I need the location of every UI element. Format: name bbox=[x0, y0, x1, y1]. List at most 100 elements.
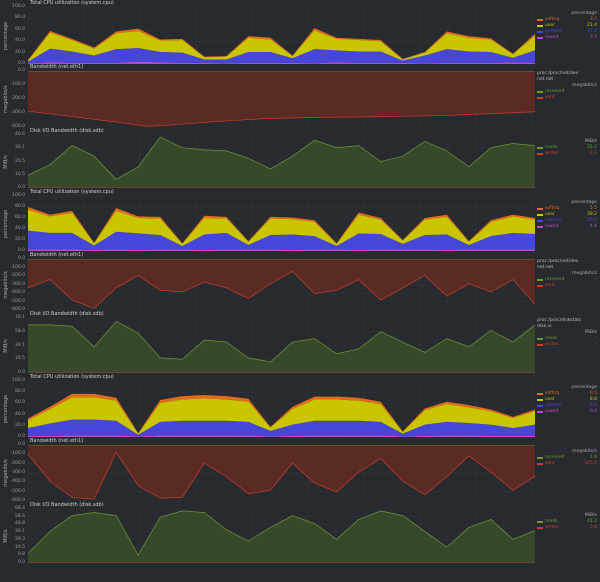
legend-name: reads bbox=[545, 145, 558, 150]
legend-swatch bbox=[537, 399, 543, 401]
chart-cpu[interactable]: Total CPU utilization (system.cpu) percen… bbox=[0, 189, 600, 253]
chart-title: Disk I/O Bandwidth (disk.sdb) bbox=[30, 502, 104, 508]
area-system bbox=[28, 230, 535, 250]
legend-item-softirq[interactable]: softirq 5.5 bbox=[537, 206, 597, 212]
y-tick-label: -400.0 bbox=[10, 124, 25, 129]
area-reads bbox=[28, 510, 535, 563]
legend-swatch bbox=[537, 411, 543, 413]
legend-item-system[interactable]: system 6.2 bbox=[537, 403, 597, 409]
y-tick-label: -400.0 bbox=[10, 479, 25, 485]
y-tick-label: 40.0 bbox=[14, 411, 25, 417]
chart-legend: proc:/proc/net/dev net.net megabits/s recei… bbox=[537, 259, 597, 289]
plot-area[interactable] bbox=[28, 7, 535, 64]
legend-name: iowait bbox=[545, 224, 559, 229]
legend-item-iowait[interactable]: iowait 0.0 bbox=[537, 409, 597, 415]
plot-area[interactable] bbox=[28, 259, 535, 310]
legend-context: net.net bbox=[537, 265, 554, 270]
y-tick-label: 100.0 bbox=[12, 378, 25, 383]
line-reads bbox=[28, 136, 535, 180]
y-tick-label: 40.0 bbox=[14, 226, 25, 231]
legend-swatch bbox=[537, 19, 543, 21]
plot-area[interactable] bbox=[28, 71, 535, 127]
legend-item-sent[interactable]: sent - bbox=[537, 283, 597, 289]
legend-units: MiB/s bbox=[584, 330, 597, 335]
plot-area[interactable] bbox=[28, 509, 535, 563]
legend-swatch bbox=[537, 226, 543, 228]
y-tick-label: 60.0 bbox=[14, 26, 25, 32]
legend-item-system[interactable]: system 26.0 bbox=[537, 218, 597, 224]
legend-swatch bbox=[537, 31, 543, 33]
legend-swatch bbox=[537, 220, 543, 222]
chart-disk[interactable]: Disk I/O Bandwidth (disk.sdb) MiB/s 78.1 58… bbox=[0, 311, 600, 375]
legend-item-iowait[interactable]: iowait 4.4 bbox=[537, 224, 597, 230]
chart-net[interactable]: Bandwidth (net.eth1) megabits/s 0.0 -100.0 -… bbox=[0, 64, 600, 129]
legend-item-received[interactable]: received 1.8 bbox=[537, 455, 597, 461]
y-tick-label: -100.0 bbox=[10, 264, 25, 270]
y-tick-label: 80.0 bbox=[14, 15, 25, 21]
legend-value: 0.8 bbox=[589, 525, 597, 530]
legend-swatch bbox=[537, 279, 543, 281]
y-tick-label: 48.8 bbox=[14, 521, 25, 527]
area-softirq bbox=[28, 28, 535, 61]
legend-item-sent[interactable]: sent -345.6 bbox=[537, 461, 597, 467]
legend-item-received[interactable]: received - bbox=[537, 277, 597, 283]
legend-name: user bbox=[545, 397, 555, 402]
y-tick-label: 0.0 bbox=[17, 248, 25, 253]
area-user bbox=[28, 30, 535, 62]
legend-item-sent[interactable]: sent - bbox=[537, 95, 597, 101]
y-tick-label: 20.0 bbox=[14, 237, 25, 242]
legend-value: -345.6 bbox=[582, 461, 597, 466]
chart-legend: MiB/s reads 41.2 writes 0.8 bbox=[537, 513, 597, 531]
y-tick-label: 60.0 bbox=[14, 215, 25, 220]
legend-item-user[interactable]: user 21.4 bbox=[537, 23, 597, 29]
legend-item-user[interactable]: user 39.2 bbox=[537, 212, 597, 218]
line-sent bbox=[28, 451, 535, 500]
legend-item-reads[interactable]: reads 41.2 bbox=[537, 519, 597, 525]
area-system bbox=[28, 48, 535, 64]
plot-area[interactable] bbox=[28, 381, 535, 437]
y-tick-label: 100.0 bbox=[12, 4, 25, 9]
legend-name: sent bbox=[545, 95, 555, 100]
legend-item-softirq[interactable]: softirq 0.5 bbox=[537, 391, 597, 397]
plot-area[interactable] bbox=[28, 135, 535, 188]
y-tick-label: -200.0 bbox=[10, 273, 25, 278]
legend-value: 26.0 bbox=[586, 218, 597, 223]
legend-value: 21.4 bbox=[586, 23, 597, 28]
legend-item-writes[interactable]: writes - bbox=[537, 342, 597, 348]
chart-net[interactable]: Bandwidth (net.eth1) megabits/s 0.0 -100.0 -… bbox=[0, 438, 600, 503]
legend-item-iowait[interactable]: iowait 3.7 bbox=[537, 35, 597, 41]
legend-item-received[interactable]: received - bbox=[537, 89, 597, 95]
legend-swatch bbox=[537, 285, 543, 287]
plot-area[interactable] bbox=[28, 196, 535, 251]
legend-swatch bbox=[537, 147, 543, 149]
legend-item-reads[interactable]: reads - bbox=[537, 336, 597, 342]
legend-item-writes[interactable]: writes -1.1 bbox=[537, 151, 597, 157]
legend-swatch bbox=[537, 91, 543, 93]
legend-name: received bbox=[545, 455, 565, 460]
plot-area[interactable] bbox=[28, 318, 535, 373]
chart-net[interactable]: Bandwidth (net.eth1) megabits/s 0.0 -100.0 -… bbox=[0, 252, 600, 312]
legend-name: sent bbox=[545, 283, 555, 288]
legend-item-writes[interactable]: writes 0.8 bbox=[537, 525, 597, 531]
legend-value: 6.2 bbox=[589, 403, 597, 408]
y-tick-label: -200.0 bbox=[10, 96, 25, 101]
chart-title: Disk I/O Bandwidth (disk.sdb) bbox=[30, 128, 104, 134]
chart-disk[interactable]: Disk I/O Bandwidth (disk.sdb) MiB/s 68.4 58… bbox=[0, 502, 600, 565]
legend-value: 8.8 bbox=[589, 397, 597, 402]
legend-name: received bbox=[545, 89, 565, 94]
chart-cpu[interactable]: Total CPU utilization (system.cpu) percen… bbox=[0, 374, 600, 439]
legend-name: writes bbox=[545, 525, 559, 530]
plot-area[interactable] bbox=[28, 445, 535, 501]
legend-value: 1.8 bbox=[589, 455, 597, 460]
y-tick-label: 100.0 bbox=[12, 193, 25, 198]
chart-cpu[interactable]: Total CPU utilization (system.cpu) percen… bbox=[0, 0, 600, 66]
legend-item-system[interactable]: system 17.6 bbox=[537, 29, 597, 35]
legend-name: system bbox=[545, 218, 562, 223]
legend-item-softirq[interactable]: softirq 3.7 bbox=[537, 17, 597, 23]
y-tick-label: -400.0 bbox=[10, 290, 25, 295]
legend-value: 41.2 bbox=[586, 519, 597, 524]
chart-disk[interactable]: Disk I/O Bandwidth (disk.sdb) MiB/s 40.6 30… bbox=[0, 128, 600, 190]
legend-name: softirq bbox=[545, 391, 560, 396]
legend-item-reads[interactable]: reads 55.2 bbox=[537, 145, 597, 151]
legend-item-user[interactable]: user 8.8 bbox=[537, 397, 597, 403]
